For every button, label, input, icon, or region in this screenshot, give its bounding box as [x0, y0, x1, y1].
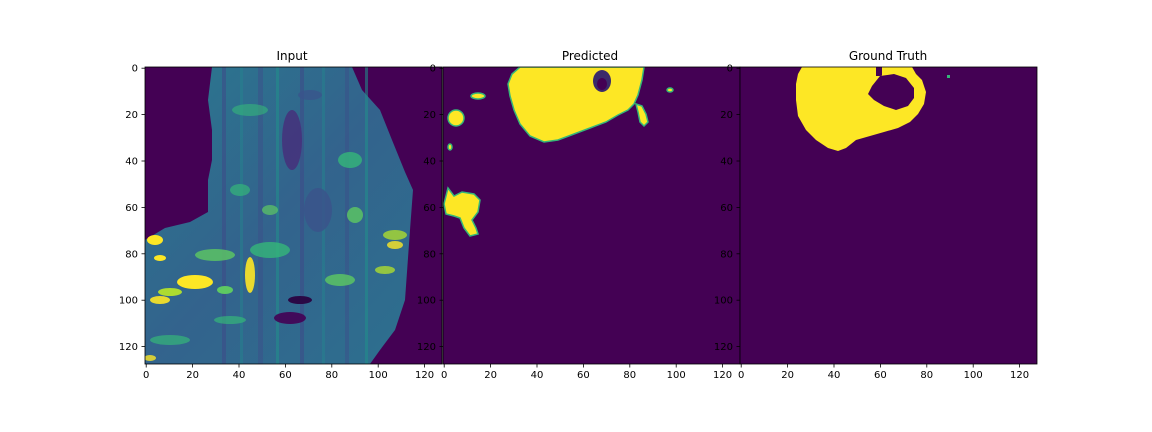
y-tick-label: 100 [417, 296, 436, 307]
y-tick-label: 20 [720, 110, 733, 121]
x-tick-label: 100 [964, 370, 983, 381]
x-tick-label: 80 [623, 370, 636, 381]
y-tick-label: 0 [430, 64, 436, 75]
predicted-y-ticks: 0 20 40 60 80 100 120 [417, 64, 443, 353]
y-tick-label: 60 [720, 203, 733, 214]
x-tick-label: 40 [531, 370, 544, 381]
panel-title: Input [276, 49, 307, 63]
x-tick-label: 120 [415, 370, 434, 381]
input-x-ticks: 0 20 40 60 80 100 120 [143, 364, 434, 381]
ground-truth-speck [947, 75, 950, 78]
y-tick-label: 20 [125, 110, 138, 121]
panel-title: Predicted [562, 49, 618, 63]
y-tick-label: 80 [720, 249, 733, 260]
y-tick-label: 120 [119, 342, 138, 353]
predicted-lower-blob [443, 186, 481, 237]
x-tick-label: 120 [1010, 370, 1029, 381]
predicted-image [443, 67, 740, 364]
predicted-right-tail [634, 102, 649, 128]
y-tick-label: 100 [714, 296, 733, 307]
x-tick-label: 100 [369, 370, 388, 381]
y-tick-label: 40 [125, 157, 138, 168]
y-tick-label: 0 [132, 64, 138, 75]
x-tick-label: 0 [738, 370, 744, 381]
x-tick-label: 80 [920, 370, 933, 381]
predicted-small-blob [447, 109, 465, 127]
y-tick-label: 60 [423, 203, 436, 214]
predicted-hole-core [597, 78, 607, 90]
panel-input: Input [119, 49, 443, 381]
x-tick-label: 60 [874, 370, 887, 381]
input-axes-frame [144, 66, 443, 365]
x-tick-label: 20 [781, 370, 794, 381]
predicted-small-blob [447, 143, 453, 151]
y-tick-label: 20 [423, 110, 436, 121]
y-tick-label: 100 [119, 296, 138, 307]
input-image [145, 67, 442, 364]
x-tick-label: 0 [441, 370, 447, 381]
x-tick-label: 20 [186, 370, 199, 381]
x-tick-label: 40 [233, 370, 246, 381]
x-tick-label: 100 [667, 370, 686, 381]
y-tick-label: 40 [720, 157, 733, 168]
predicted-x-ticks: 0 20 40 60 80 100 120 [441, 364, 732, 381]
panel-predicted: Predicted 0 [417, 49, 741, 381]
panel-title: Ground Truth [849, 49, 927, 63]
x-tick-label: 120 [713, 370, 732, 381]
predicted-small-blob [470, 92, 486, 100]
y-tick-label: 120 [714, 342, 733, 353]
ground-truth-mask [796, 67, 926, 151]
y-tick-label: 60 [125, 203, 138, 214]
input-texture [145, 90, 407, 361]
y-tick-label: 80 [423, 249, 436, 260]
input-y-ticks: 0 20 40 60 80 100 120 [119, 64, 145, 353]
predicted-small-blob [666, 87, 674, 93]
x-tick-label: 20 [484, 370, 497, 381]
y-tick-label: 120 [417, 342, 436, 353]
y-tick-label: 80 [125, 249, 138, 260]
ground-truth-x-ticks: 0 20 40 60 80 100 120 [738, 364, 1029, 381]
x-tick-label: 60 [279, 370, 292, 381]
x-tick-label: 80 [325, 370, 338, 381]
ground-truth-y-ticks: 0 20 40 60 80 100 120 [714, 64, 740, 353]
y-tick-label: 0 [727, 64, 733, 75]
x-tick-label: 0 [143, 370, 149, 381]
y-tick-label: 40 [423, 157, 436, 168]
ground-truth-axes-frame [739, 66, 1038, 365]
panel-ground-truth: Ground Truth 0 20 40 60 80 100 120 [714, 49, 1038, 381]
x-tick-label: 60 [577, 370, 590, 381]
x-tick-label: 40 [828, 370, 841, 381]
ground-truth-image [740, 67, 1037, 364]
